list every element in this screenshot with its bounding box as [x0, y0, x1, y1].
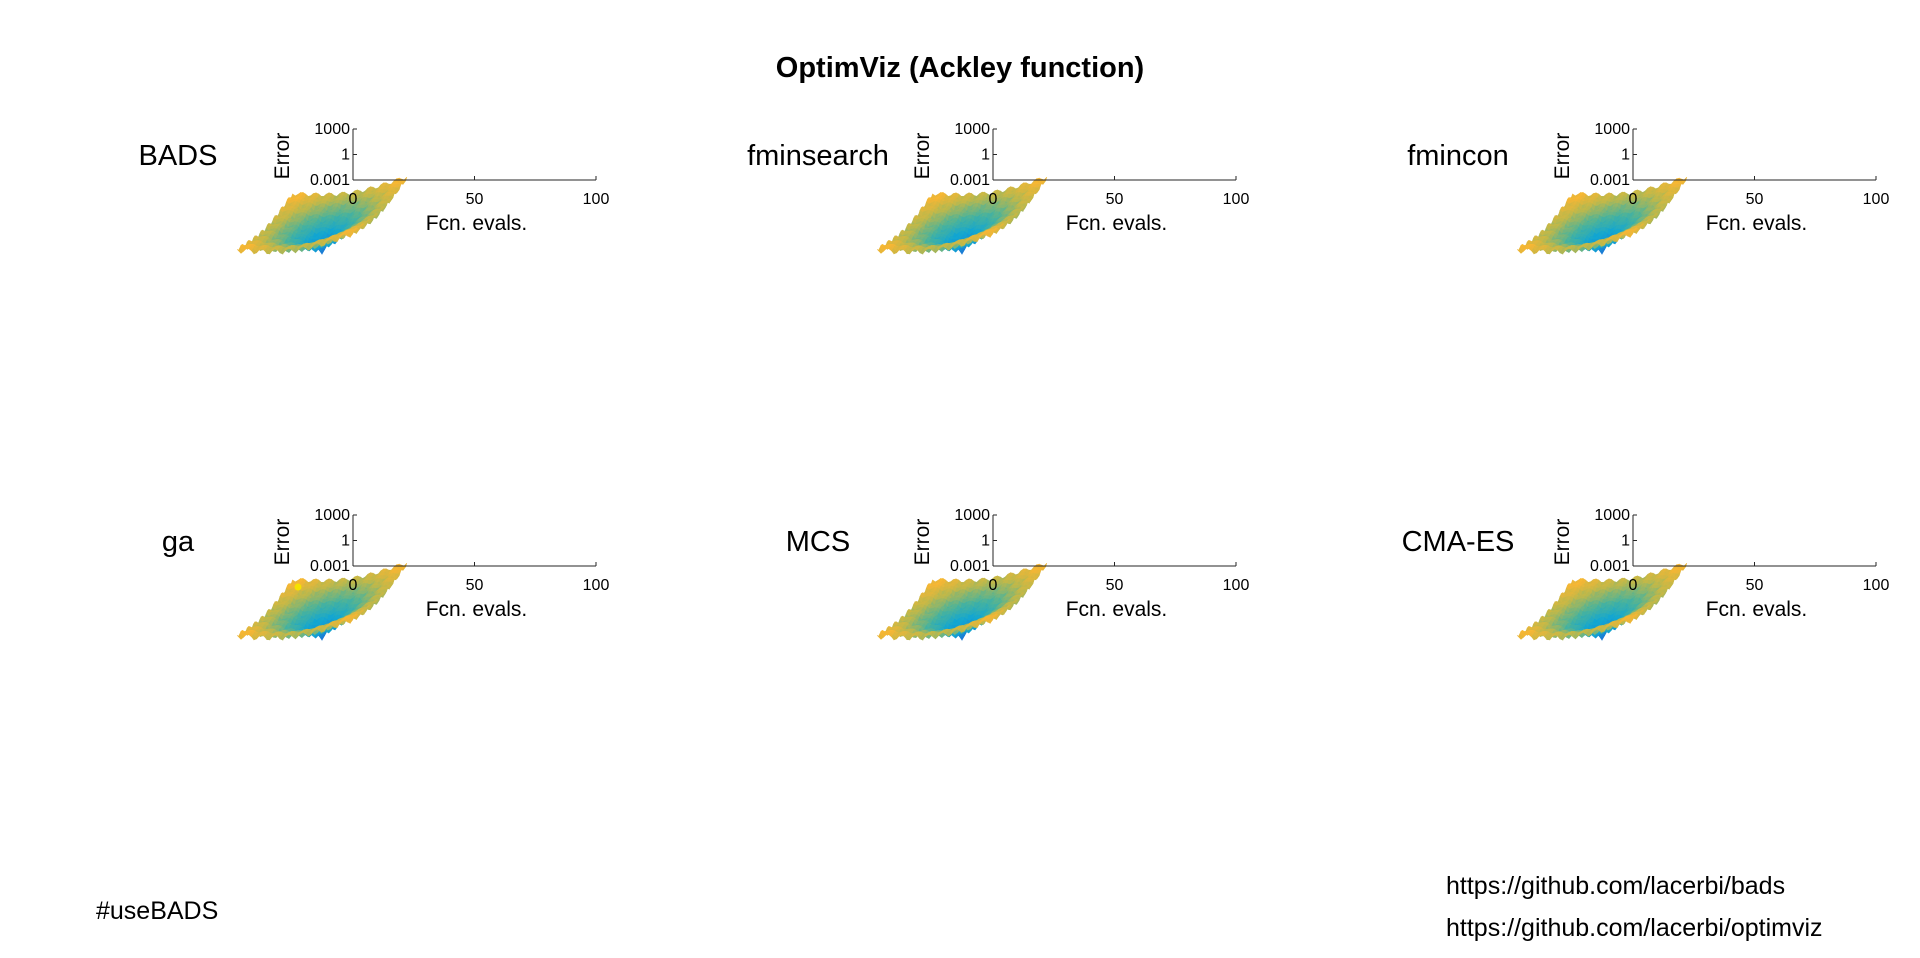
y-axis-label: Error [271, 519, 294, 566]
figure-title: OptimViz (Ackley function) [775, 52, 1145, 84]
x-tick-label: 50 [466, 191, 484, 208]
subplot-canvas: 1000 1 0.001 0 50 100 Error Fcn. evals. [236, 507, 609, 641]
algorithm-title: CMA-ES [1401, 526, 1515, 558]
x-tick-label: 0 [349, 191, 358, 208]
y-tick-label: 1000 [1594, 507, 1630, 524]
hashtag-label: #useBADS [96, 897, 219, 925]
x-tick-label: 0 [349, 577, 358, 594]
subplot-panel: 1000 1 0.001 0 50 100 Error Fcn. evals. MCS [640, 490, 1280, 875]
y-tick-label: 1000 [954, 121, 990, 138]
y-tick-label: 0.001 [310, 172, 350, 189]
x-tick-label: 50 [1106, 191, 1124, 208]
x-axis-label: Fcn. evals. [426, 598, 528, 621]
x-tick-label: 0 [1629, 191, 1638, 208]
subplot-panel: 1000 1 0.001 0 50 100 Error Fcn. evals. ga [0, 490, 640, 875]
x-axis-label: Fcn. evals. [1706, 212, 1808, 235]
x-tick-label: 0 [989, 577, 998, 594]
y-tick-label: 1 [341, 533, 350, 550]
y-tick-label: 0.001 [1590, 172, 1630, 189]
y-axis-label: Error [1551, 519, 1574, 566]
y-tick-label: 1 [1621, 147, 1630, 164]
y-tick-label: 1 [341, 147, 350, 164]
y-tick-label: 1 [981, 533, 990, 550]
optimviz-link[interactable]: https://github.com/lacerbi/optimviz [1446, 914, 1823, 942]
subplot-panel: 1000 1 0.001 0 50 100 Error Fcn. evals. fmincon [1280, 104, 1920, 489]
surface-mesh [1516, 176, 1688, 255]
x-axis-label: Fcn. evals. [1066, 212, 1168, 235]
x-axis-label: Fcn. evals. [1066, 598, 1168, 621]
x-tick-label: 50 [1746, 191, 1764, 208]
y-tick-label: 0.001 [950, 172, 990, 189]
subplot-canvas: 1000 1 0.001 0 50 100 Error Fcn. evals. [876, 507, 1249, 641]
y-tick-label: 1 [1621, 533, 1630, 550]
bads-link[interactable]: https://github.com/lacerbi/bads [1446, 872, 1786, 900]
x-tick-label: 0 [989, 191, 998, 208]
surface-mesh [236, 562, 408, 641]
y-axis-label: Error [1551, 133, 1574, 180]
x-tick-label: 100 [1223, 191, 1250, 208]
y-tick-label: 1000 [954, 507, 990, 524]
y-tick-label: 1 [981, 147, 990, 164]
y-tick-label: 0.001 [310, 558, 350, 575]
subplot-panel: 1000 1 0.001 0 50 100 Error Fcn. evals. BADS [0, 104, 640, 489]
x-tick-label: 50 [1106, 577, 1124, 594]
x-tick-label: 100 [583, 191, 610, 208]
surface-mesh [876, 562, 1048, 641]
error-axes: 1000 1 0.001 0 50 100 Error Fcn. evals. [1551, 507, 1889, 621]
algorithm-title: fmincon [1407, 140, 1509, 172]
x-axis-label: Fcn. evals. [1706, 598, 1808, 621]
surface-mesh [236, 176, 408, 255]
algorithm-title: BADS [138, 140, 218, 172]
x-tick-label: 100 [1863, 577, 1890, 594]
error-axes: 1000 1 0.001 0 50 100 Error Fcn. evals. [1551, 121, 1889, 235]
x-axis-label: Fcn. evals. [426, 212, 528, 235]
y-axis-label: Error [911, 133, 934, 180]
surface-mesh [876, 176, 1048, 255]
error-axes: 1000 1 0.001 0 50 100 Error Fcn. evals. [911, 121, 1249, 235]
x-tick-label: 0 [1629, 577, 1638, 594]
subplot-canvas: 1000 1 0.001 0 50 100 Error Fcn. evals. [1516, 507, 1889, 641]
error-axes: 1000 1 0.001 0 50 100 Error Fcn. evals. [271, 507, 609, 621]
algorithm-title: fminsearch [747, 140, 889, 172]
subplot-panel: 1000 1 0.001 0 50 100 Error Fcn. evals. fminsear… [640, 104, 1280, 489]
algorithm-title: ga [161, 526, 195, 558]
y-axis-label: Error [911, 519, 934, 566]
surface-mesh [1516, 562, 1688, 641]
x-tick-label: 50 [466, 577, 484, 594]
y-tick-label: 1000 [314, 121, 350, 138]
subplot-canvas: 1000 1 0.001 0 50 100 Error Fcn. evals. [236, 121, 609, 255]
algorithm-title: MCS [785, 526, 851, 558]
x-tick-label: 100 [1863, 191, 1890, 208]
x-tick-label: 100 [583, 577, 610, 594]
y-tick-label: 0.001 [1590, 558, 1630, 575]
x-tick-label: 100 [1223, 577, 1250, 594]
error-axes: 1000 1 0.001 0 50 100 Error Fcn. evals. [271, 121, 609, 235]
y-tick-label: 1000 [1594, 121, 1630, 138]
x-tick-label: 50 [1746, 577, 1764, 594]
y-axis-label: Error [271, 133, 294, 180]
subplot-canvas: 1000 1 0.001 0 50 100 Error Fcn. evals. [876, 121, 1249, 255]
y-tick-label: 1000 [314, 507, 350, 524]
subplot-canvas: 1000 1 0.001 0 50 100 Error Fcn. evals. [1516, 121, 1889, 255]
error-axes: 1000 1 0.001 0 50 100 Error Fcn. evals. [911, 507, 1249, 621]
y-tick-label: 0.001 [950, 558, 990, 575]
current-point-marker [294, 583, 302, 591]
subplot-panel: 1000 1 0.001 0 50 100 Error Fcn. evals. CMA-ES [1280, 490, 1920, 875]
